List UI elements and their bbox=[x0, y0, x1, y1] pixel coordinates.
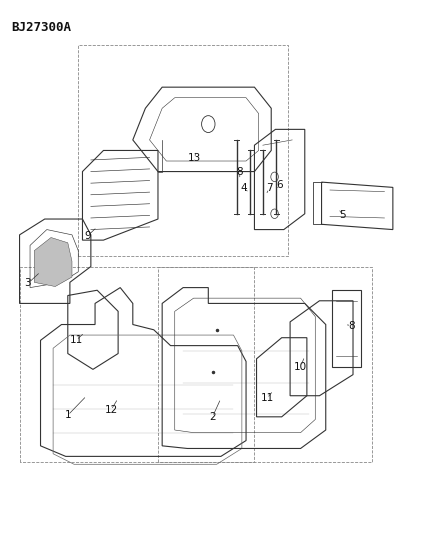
Text: 11: 11 bbox=[70, 335, 83, 345]
Text: 10: 10 bbox=[294, 362, 307, 372]
Text: 8: 8 bbox=[348, 320, 355, 330]
Text: 11: 11 bbox=[261, 393, 274, 403]
Text: 4: 4 bbox=[241, 183, 247, 193]
Text: 2: 2 bbox=[209, 412, 216, 422]
Text: 7: 7 bbox=[266, 183, 272, 193]
Polygon shape bbox=[34, 238, 72, 287]
Text: 3: 3 bbox=[25, 278, 31, 288]
Text: BJ27300A: BJ27300A bbox=[11, 21, 71, 34]
Text: 12: 12 bbox=[105, 405, 118, 415]
Text: 8: 8 bbox=[236, 166, 243, 176]
Text: 5: 5 bbox=[339, 210, 346, 220]
Text: 6: 6 bbox=[276, 180, 283, 190]
Text: 1: 1 bbox=[65, 410, 71, 420]
Text: 13: 13 bbox=[188, 154, 201, 164]
Text: 9: 9 bbox=[84, 231, 91, 241]
